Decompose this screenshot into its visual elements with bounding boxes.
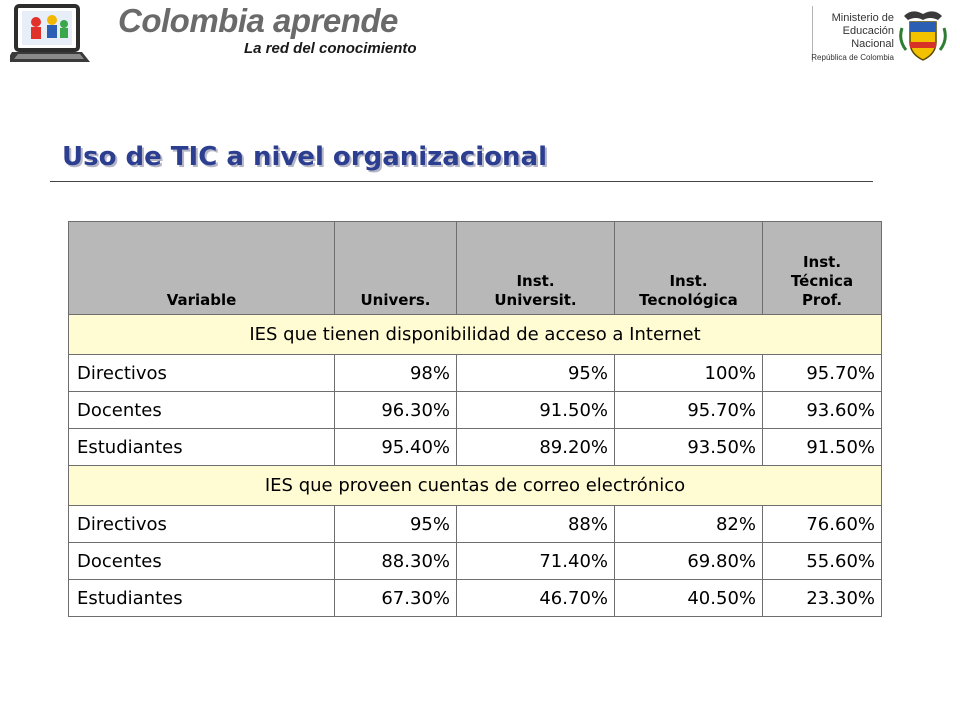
title-underline	[50, 181, 873, 182]
header-inst-universit: Inst. Universit.	[456, 221, 615, 315]
brand-title: Colombia aprende	[118, 2, 398, 39]
section-row: IES que proveen cuentas de correo electr…	[68, 465, 882, 506]
ministry-line-4: República de Colombia	[811, 53, 894, 62]
row-label: Directivos	[68, 354, 335, 392]
cell-value: 23.30%	[762, 579, 882, 617]
header-inst-tecnologica: Inst. Tecnológica	[614, 221, 763, 315]
cell-value: 69.80%	[614, 542, 763, 580]
ministry-line-3: Nacional	[851, 38, 894, 50]
cell-value: 88%	[456, 505, 615, 543]
cell-value: 95%	[334, 505, 457, 543]
row-label: Docentes	[68, 391, 335, 429]
row-label: Docentes	[68, 542, 335, 580]
cell-value: 55.60%	[762, 542, 882, 580]
table-row: Estudiantes 67.30% 46.70% 40.50% 23.30%	[68, 579, 882, 617]
colombia-coat-of-arms-icon	[899, 11, 947, 61]
cell-value: 88.30%	[334, 542, 457, 580]
header-variable: Variable	[68, 221, 335, 315]
table-header-row: Variable Univers. Inst. Universit. Inst.…	[68, 221, 882, 315]
cell-value: 93.50%	[614, 428, 763, 466]
cell-value: 82%	[614, 505, 763, 543]
table-row: Directivos 98% 95% 100% 95.70%	[68, 354, 882, 392]
cell-value: 67.30%	[334, 579, 457, 617]
header-inst-tecnica-prof: Inst. Técnica Prof.	[762, 221, 882, 315]
header-univers: Univers.	[334, 221, 457, 315]
cell-value: 100%	[614, 354, 763, 392]
cell-value: 91.50%	[762, 428, 882, 466]
row-label: Estudiantes	[68, 579, 335, 617]
section-row: IES que tienen disponibilidad de acceso …	[68, 314, 882, 355]
row-label: Directivos	[68, 505, 335, 543]
cell-value: 71.40%	[456, 542, 615, 580]
ministry-line-1: Ministerio de	[831, 12, 894, 24]
cell-value: 95.70%	[614, 391, 763, 429]
cell-value: 98%	[334, 354, 457, 392]
ministry-label: Ministerio de Educación Nacional Repúbli…	[811, 12, 894, 64]
brand-subtitle: La red del conocimiento	[244, 40, 417, 57]
section-title-internet: IES que tienen disponibilidad de acceso …	[68, 314, 882, 355]
row-label: Estudiantes	[68, 428, 335, 466]
cell-value: 76.60%	[762, 505, 882, 543]
table-row: Docentes 96.30% 91.50% 95.70% 93.60%	[68, 391, 882, 429]
cell-value: 89.20%	[456, 428, 615, 466]
page-title: Uso de TIC a nivel organizacional	[62, 142, 547, 172]
cell-value: 96.30%	[334, 391, 457, 429]
table-row: Estudiantes 95.40% 89.20% 93.50% 91.50%	[68, 428, 882, 466]
cell-value: 95.40%	[334, 428, 457, 466]
cell-value: 93.60%	[762, 391, 882, 429]
ministry-line-2: Educación	[842, 25, 894, 37]
cell-value: 95%	[456, 354, 615, 392]
table-row: Docentes 88.30% 71.40% 69.80% 55.60%	[68, 542, 882, 580]
table-row: Directivos 95% 88% 82% 76.60%	[68, 505, 882, 543]
header-divider	[812, 6, 813, 62]
cell-value: 91.50%	[456, 391, 615, 429]
section-title-email: IES que proveen cuentas de correo electr…	[68, 465, 882, 506]
colombia-aprende-logo-icon	[10, 4, 90, 62]
tic-usage-table: Variable Univers. Inst. Universit. Inst.…	[68, 221, 882, 617]
cell-value: 46.70%	[456, 579, 615, 617]
cell-value: 40.50%	[614, 579, 763, 617]
cell-value: 95.70%	[762, 354, 882, 392]
